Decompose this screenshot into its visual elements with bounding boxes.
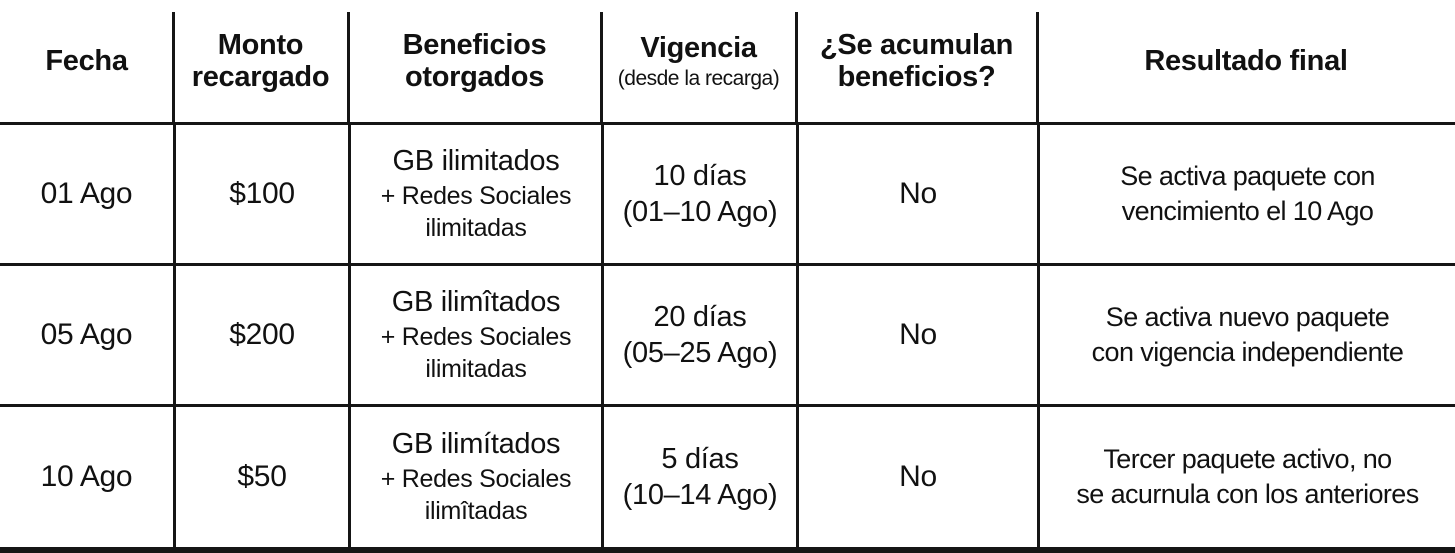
row2-beneficios-line3: ilimitadas bbox=[425, 355, 527, 384]
row3-beneficios-line2: + Redes Sociales bbox=[380, 464, 572, 493]
row1-vigencia-line2: (01–10 Ago) bbox=[622, 196, 778, 228]
row3-resultado-line2: se acurnula con los anteriores bbox=[1076, 479, 1419, 509]
row1-vigencia-cell: 10 días (01–10 Ago) bbox=[601, 125, 796, 266]
header-fecha: Fecha bbox=[0, 0, 173, 125]
row1-acumulan-cell: No bbox=[796, 125, 1037, 266]
row1-monto-cell: $100 bbox=[173, 125, 348, 266]
header-beneficios-label: Beneficios otorgados bbox=[402, 28, 547, 93]
row1-beneficios-line3: ilimitadas bbox=[425, 214, 527, 243]
row1-beneficios-line1: GB ilimitados bbox=[392, 145, 560, 178]
row1-resultado-line2: vencimiento el 10 Ago bbox=[1121, 196, 1374, 226]
row2-monto-cell: $200 bbox=[173, 266, 348, 407]
row1-vigencia-line1: 10 días bbox=[653, 159, 747, 192]
header-monto-recargado: Monto recargado bbox=[172, 0, 348, 125]
header-se-acumulan: ¿Se acumulan beneficios? bbox=[795, 0, 1037, 125]
row3-vigencia-line2: (10–14 Ago) bbox=[622, 479, 778, 511]
row2-beneficios-line1: GB ilimîtados bbox=[391, 286, 561, 319]
row2-fecha-cell: 05 Ago bbox=[0, 266, 173, 407]
header-vigencia-label: Vigencia bbox=[640, 31, 757, 64]
row2-resultado-line2: con vigencia independiente bbox=[1091, 337, 1404, 367]
header-resultado-final: Resultado final bbox=[1036, 0, 1455, 125]
row3-beneficios-cell: GB ilimítados + Redes Sociales ilimîtada… bbox=[348, 407, 601, 547]
header-resultado-label: Resultado final bbox=[1144, 44, 1348, 77]
row2-beneficios-line2: + Redes Sociales bbox=[380, 322, 572, 351]
row2-beneficios-cell: GB ilimîtados + Redes Sociales ilimitada… bbox=[348, 266, 601, 407]
header-vigencia-sublabel: (desde la recarga) bbox=[617, 67, 780, 91]
header-vigencia: Vigencia (desde la recarga) bbox=[600, 0, 796, 125]
row2-acumulan-cell: No bbox=[796, 266, 1037, 407]
row3-beneficios-line3: ilimîtadas bbox=[424, 497, 528, 526]
header-monto-label: Monto recargado bbox=[191, 28, 330, 93]
row3-acumulan-cell: No bbox=[796, 407, 1037, 547]
header-acumulan-label: ¿Se acumulan beneficios? bbox=[819, 28, 1013, 93]
row1-beneficios-cell: GB ilimitados + Redes Sociales ilimitada… bbox=[348, 125, 601, 266]
row3-resultado-cell: Tercer paquete activo, no se acurnula co… bbox=[1037, 407, 1455, 547]
row2-vigencia-line1: 20 días bbox=[653, 300, 747, 333]
row2-vigencia-cell: 20 días (05–25 Ago) bbox=[601, 266, 796, 407]
row2-vigencia-line2: (05–25 Ago) bbox=[622, 337, 778, 369]
row1-resultado-line1: Se activa paquete con bbox=[1120, 160, 1375, 191]
row2-resultado-line1: Se activa nuevo paquete bbox=[1105, 301, 1390, 332]
row3-vigencia-cell: 5 días (10–14 Ago) bbox=[601, 407, 796, 547]
row3-fecha-cell: 10 Ago bbox=[40, 460, 133, 493]
header-fecha-label: Fecha bbox=[45, 44, 128, 77]
row3-resultado-line1: Tercer paquete activo, no bbox=[1103, 443, 1392, 474]
row2-resultado-cell: Se activa nuevo paquete con vigencia ind… bbox=[1037, 266, 1455, 407]
row3-vigencia-line1: 5 días bbox=[661, 442, 739, 475]
header-beneficios-otorgados: Beneficios otorgados bbox=[347, 0, 601, 125]
row1-resultado-cell: Se activa paquete con vencimiento el 10 … bbox=[1037, 125, 1455, 266]
row3-monto-cell: $50 bbox=[173, 407, 348, 547]
row3-beneficios-line1: GB ilimítados bbox=[391, 428, 561, 461]
row1-beneficios-line2: + Redes Sociales bbox=[380, 181, 572, 210]
row1-fecha-cell: 01 Ago bbox=[0, 125, 173, 266]
